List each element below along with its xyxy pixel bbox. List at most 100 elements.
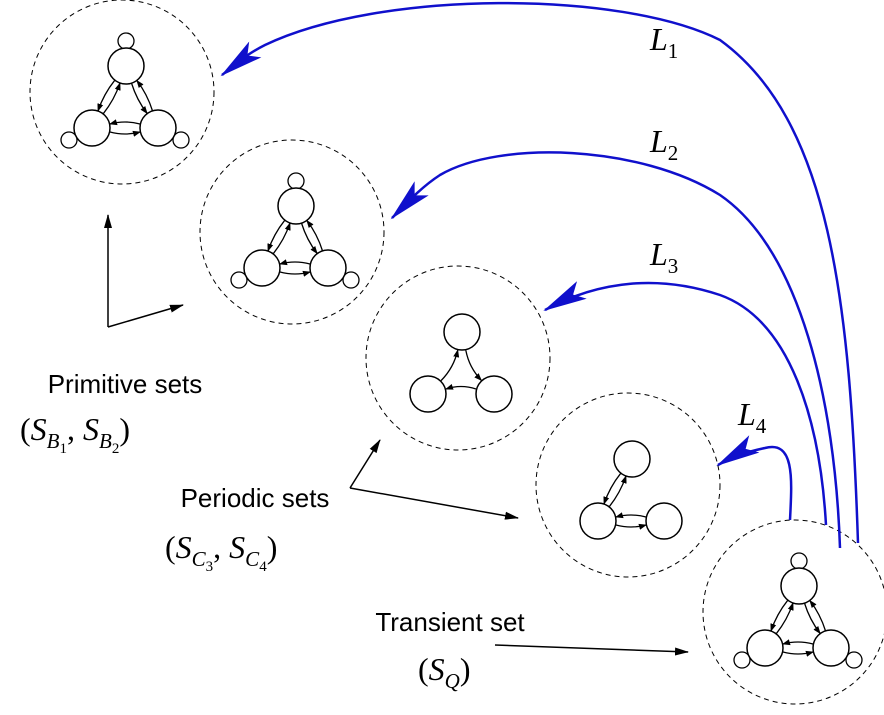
state-node xyxy=(139,109,177,147)
set-name: Primitive sets xyxy=(48,369,203,399)
edge xyxy=(109,130,141,137)
self-loop xyxy=(845,651,863,669)
edge xyxy=(465,350,482,382)
edge xyxy=(809,599,827,631)
link-arrow xyxy=(716,435,793,521)
math-run: S xyxy=(83,411,99,447)
state-node xyxy=(443,313,481,351)
edge xyxy=(109,119,141,126)
edge xyxy=(615,523,647,530)
pointer-arrows xyxy=(104,214,689,656)
set-boundary xyxy=(199,139,385,325)
edge xyxy=(279,270,311,277)
math-run: B xyxy=(99,429,112,453)
pointer xyxy=(349,487,519,520)
state-node xyxy=(645,502,683,540)
state-node xyxy=(277,187,315,225)
edge xyxy=(775,602,794,635)
set-notation: (SQ) xyxy=(418,651,470,693)
link-arrow xyxy=(390,151,842,549)
self-loop xyxy=(733,651,751,669)
state-node xyxy=(73,109,111,147)
edge xyxy=(770,599,789,632)
edge xyxy=(267,219,286,252)
self-loop xyxy=(117,32,135,50)
math-run: L xyxy=(649,123,668,159)
edge xyxy=(782,650,814,657)
state-node xyxy=(812,629,850,667)
self-loop xyxy=(287,172,305,190)
math-run: ) xyxy=(460,651,471,687)
math-run: S xyxy=(429,651,445,687)
math-run: 4 xyxy=(756,414,767,438)
state-node xyxy=(107,47,145,85)
math-run: 2 xyxy=(668,141,679,165)
set-notation: (SB1, SB2) xyxy=(20,411,130,457)
self-loop xyxy=(172,131,190,149)
pointer xyxy=(107,304,184,328)
edge xyxy=(279,259,311,266)
edge xyxy=(803,603,821,635)
math-run: B xyxy=(47,429,60,453)
set-notation: (SC3, SC4) xyxy=(165,529,277,575)
set-boundary xyxy=(702,519,884,705)
math-run: 1 xyxy=(668,39,679,63)
self-loop xyxy=(342,271,360,289)
set-boundary xyxy=(535,392,721,578)
math-run: ) xyxy=(119,411,130,447)
state-node xyxy=(243,249,281,287)
math-run: 3 xyxy=(668,254,679,278)
state-node xyxy=(613,440,651,478)
math-run: 4 xyxy=(259,559,267,575)
math-run: , xyxy=(67,411,83,447)
math-run: S xyxy=(229,529,245,565)
math-run: C xyxy=(192,547,207,571)
edge xyxy=(445,383,477,390)
math-run: L xyxy=(649,236,668,272)
link-label: L2 xyxy=(649,123,678,165)
link-label: L3 xyxy=(649,236,678,278)
link-label: L1 xyxy=(649,21,678,63)
edge xyxy=(615,512,647,519)
math-run: L xyxy=(649,21,668,57)
edge xyxy=(272,222,291,255)
edge xyxy=(300,223,318,255)
math-run: 3 xyxy=(206,559,214,575)
edge xyxy=(130,83,148,115)
edge xyxy=(136,79,154,111)
set-boundary xyxy=(29,0,215,185)
math-run: ( xyxy=(20,411,31,447)
math-run: ) xyxy=(267,529,278,565)
link-arrows xyxy=(220,1,860,549)
self-loop xyxy=(790,552,808,570)
state-node xyxy=(475,375,513,413)
state-node xyxy=(309,249,347,287)
math-run: S xyxy=(176,529,192,565)
self-loop xyxy=(60,131,78,149)
math-run: S xyxy=(31,411,47,447)
math-run: L xyxy=(737,396,756,432)
link-arrow xyxy=(220,1,860,544)
edge xyxy=(603,472,622,505)
set-name: Periodic sets xyxy=(181,483,330,513)
pointer xyxy=(494,644,689,656)
edge xyxy=(306,219,324,251)
set-groups xyxy=(29,0,884,705)
math-run: ( xyxy=(165,529,176,565)
pointer xyxy=(349,439,381,489)
math-run: C xyxy=(245,547,260,571)
set-boundary xyxy=(365,265,551,451)
edge xyxy=(97,79,116,112)
state-node xyxy=(409,375,447,413)
link-arrow xyxy=(543,281,828,526)
math-run: ( xyxy=(418,651,429,687)
link-label: L4 xyxy=(737,396,767,438)
edge xyxy=(102,82,121,115)
edge xyxy=(782,639,814,646)
math-run: , xyxy=(213,529,229,565)
self-loop xyxy=(230,271,248,289)
math-run: Q xyxy=(445,669,460,693)
state-node xyxy=(746,629,784,667)
edge xyxy=(608,475,627,508)
